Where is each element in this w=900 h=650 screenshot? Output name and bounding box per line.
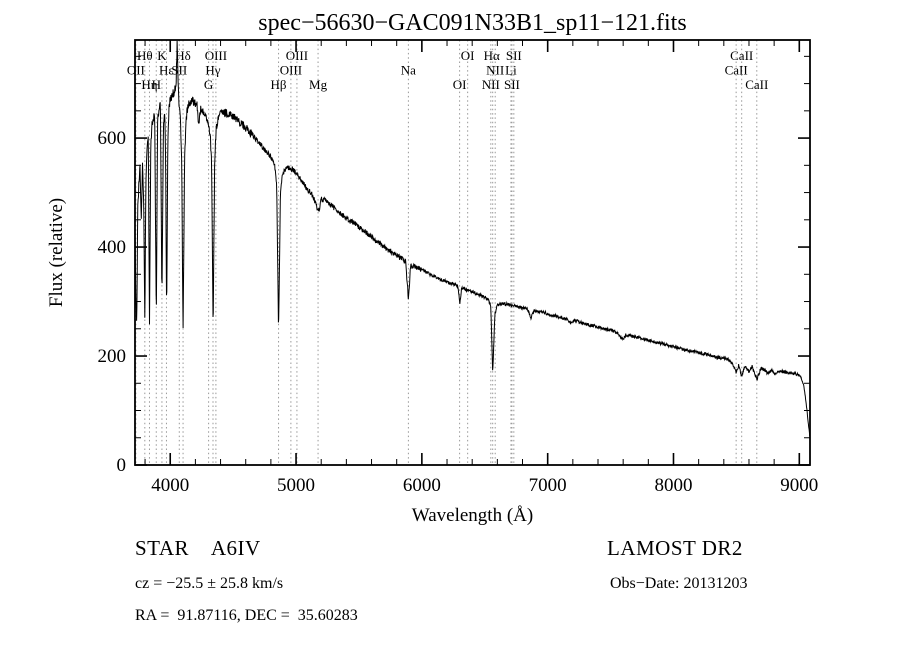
svg-text:Mg: Mg bbox=[309, 77, 328, 92]
svg-text:Li: Li bbox=[505, 63, 517, 78]
survey-label: LAMOST DR2 bbox=[607, 536, 743, 560]
svg-text:CaII: CaII bbox=[730, 48, 753, 63]
chart-title: spec−56630−GAC091N33B1_sp11−121.fits bbox=[258, 10, 686, 36]
svg-text:Hη: Hη bbox=[141, 77, 157, 92]
svg-text:G: G bbox=[204, 77, 213, 92]
svg-text:0: 0 bbox=[117, 455, 127, 476]
object-class-label: STAR A6IV bbox=[135, 536, 261, 560]
svg-text:7000: 7000 bbox=[529, 475, 567, 496]
spectrum-trace bbox=[135, 40, 810, 437]
y-tick-labels: 0 200 400 600 bbox=[98, 128, 127, 476]
svg-text:Hε: Hε bbox=[159, 63, 174, 78]
obs-date-value: Obs−Date: 20131203 bbox=[610, 575, 748, 592]
x-tick-labels: 4000 5000 6000 7000 8000 9000 bbox=[151, 475, 818, 496]
svg-text:Hδ: Hδ bbox=[175, 48, 191, 63]
svg-text:400: 400 bbox=[98, 237, 127, 258]
svg-text:Hβ: Hβ bbox=[271, 77, 287, 92]
svg-text:NII: NII bbox=[482, 77, 500, 92]
svg-text:OIII: OIII bbox=[205, 48, 227, 63]
svg-text:8000: 8000 bbox=[654, 475, 692, 496]
svg-text:Hγ: Hγ bbox=[205, 63, 220, 78]
svg-text:SII: SII bbox=[504, 77, 520, 92]
svg-text:OI: OI bbox=[453, 77, 467, 92]
svg-text:H: H bbox=[152, 77, 161, 92]
svg-text:Na: Na bbox=[401, 63, 416, 78]
spectral-line-markers bbox=[135, 40, 758, 465]
svg-text:Hθ: Hθ bbox=[137, 48, 153, 63]
svg-text:OIII: OIII bbox=[286, 48, 308, 63]
svg-text:5000: 5000 bbox=[277, 475, 315, 496]
y-axis-label: Flux (relative) bbox=[46, 198, 67, 307]
svg-text:9000: 9000 bbox=[780, 475, 818, 496]
svg-text:600: 600 bbox=[98, 128, 127, 149]
svg-text:SII: SII bbox=[506, 48, 522, 63]
plot-frame bbox=[134, 39, 811, 466]
ra-dec-value: RA = 91.87116, DEC = 35.60283 bbox=[135, 607, 358, 624]
cz-value: cz = −25.5 ± 25.8 km/s bbox=[135, 575, 284, 592]
axis-ticks bbox=[135, 40, 810, 466]
svg-text:SII: SII bbox=[171, 63, 187, 78]
svg-text:6000: 6000 bbox=[403, 475, 441, 496]
svg-text:NII: NII bbox=[486, 63, 504, 78]
svg-text:Hα: Hα bbox=[484, 48, 500, 63]
svg-text:OIII: OIII bbox=[280, 63, 302, 78]
svg-text:OII: OII bbox=[127, 63, 145, 78]
x-axis-label: Wavelength (Å) bbox=[412, 505, 533, 526]
svg-text:OI: OI bbox=[461, 48, 475, 63]
svg-text:CaII: CaII bbox=[725, 63, 748, 78]
svg-text:200: 200 bbox=[98, 346, 127, 367]
svg-text:CaII: CaII bbox=[745, 77, 768, 92]
svg-text:4000: 4000 bbox=[151, 475, 189, 496]
svg-text:K: K bbox=[157, 48, 167, 63]
